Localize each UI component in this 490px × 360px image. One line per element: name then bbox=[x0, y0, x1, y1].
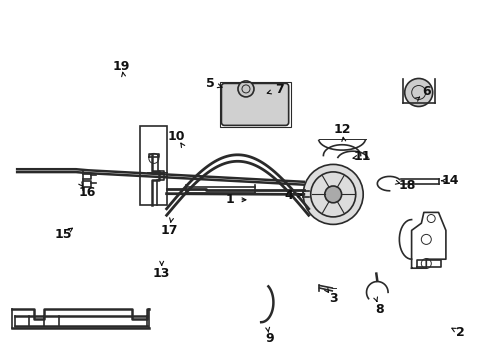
Text: 3: 3 bbox=[329, 292, 338, 305]
Text: 1: 1 bbox=[226, 193, 235, 206]
Text: 15: 15 bbox=[55, 228, 73, 240]
Circle shape bbox=[405, 78, 433, 107]
Circle shape bbox=[303, 165, 363, 224]
Bar bbox=[220, 82, 291, 127]
FancyBboxPatch shape bbox=[221, 84, 289, 125]
Text: 2: 2 bbox=[456, 327, 465, 339]
Text: 18: 18 bbox=[399, 179, 416, 192]
Bar bbox=[140, 126, 167, 205]
Text: 10: 10 bbox=[168, 130, 185, 143]
Text: 13: 13 bbox=[153, 267, 171, 280]
Text: 9: 9 bbox=[265, 332, 274, 345]
Circle shape bbox=[325, 186, 342, 203]
Text: 4: 4 bbox=[285, 189, 294, 202]
Text: 19: 19 bbox=[113, 60, 130, 73]
Text: 11: 11 bbox=[354, 150, 371, 163]
Text: 6: 6 bbox=[422, 85, 431, 98]
Text: 7: 7 bbox=[275, 83, 284, 96]
Text: 5: 5 bbox=[206, 77, 215, 90]
Text: 14: 14 bbox=[442, 174, 460, 187]
Text: 8: 8 bbox=[375, 303, 384, 316]
Text: 12: 12 bbox=[333, 123, 351, 136]
Text: 17: 17 bbox=[160, 224, 178, 237]
Text: 16: 16 bbox=[78, 186, 96, 199]
Circle shape bbox=[238, 81, 254, 97]
